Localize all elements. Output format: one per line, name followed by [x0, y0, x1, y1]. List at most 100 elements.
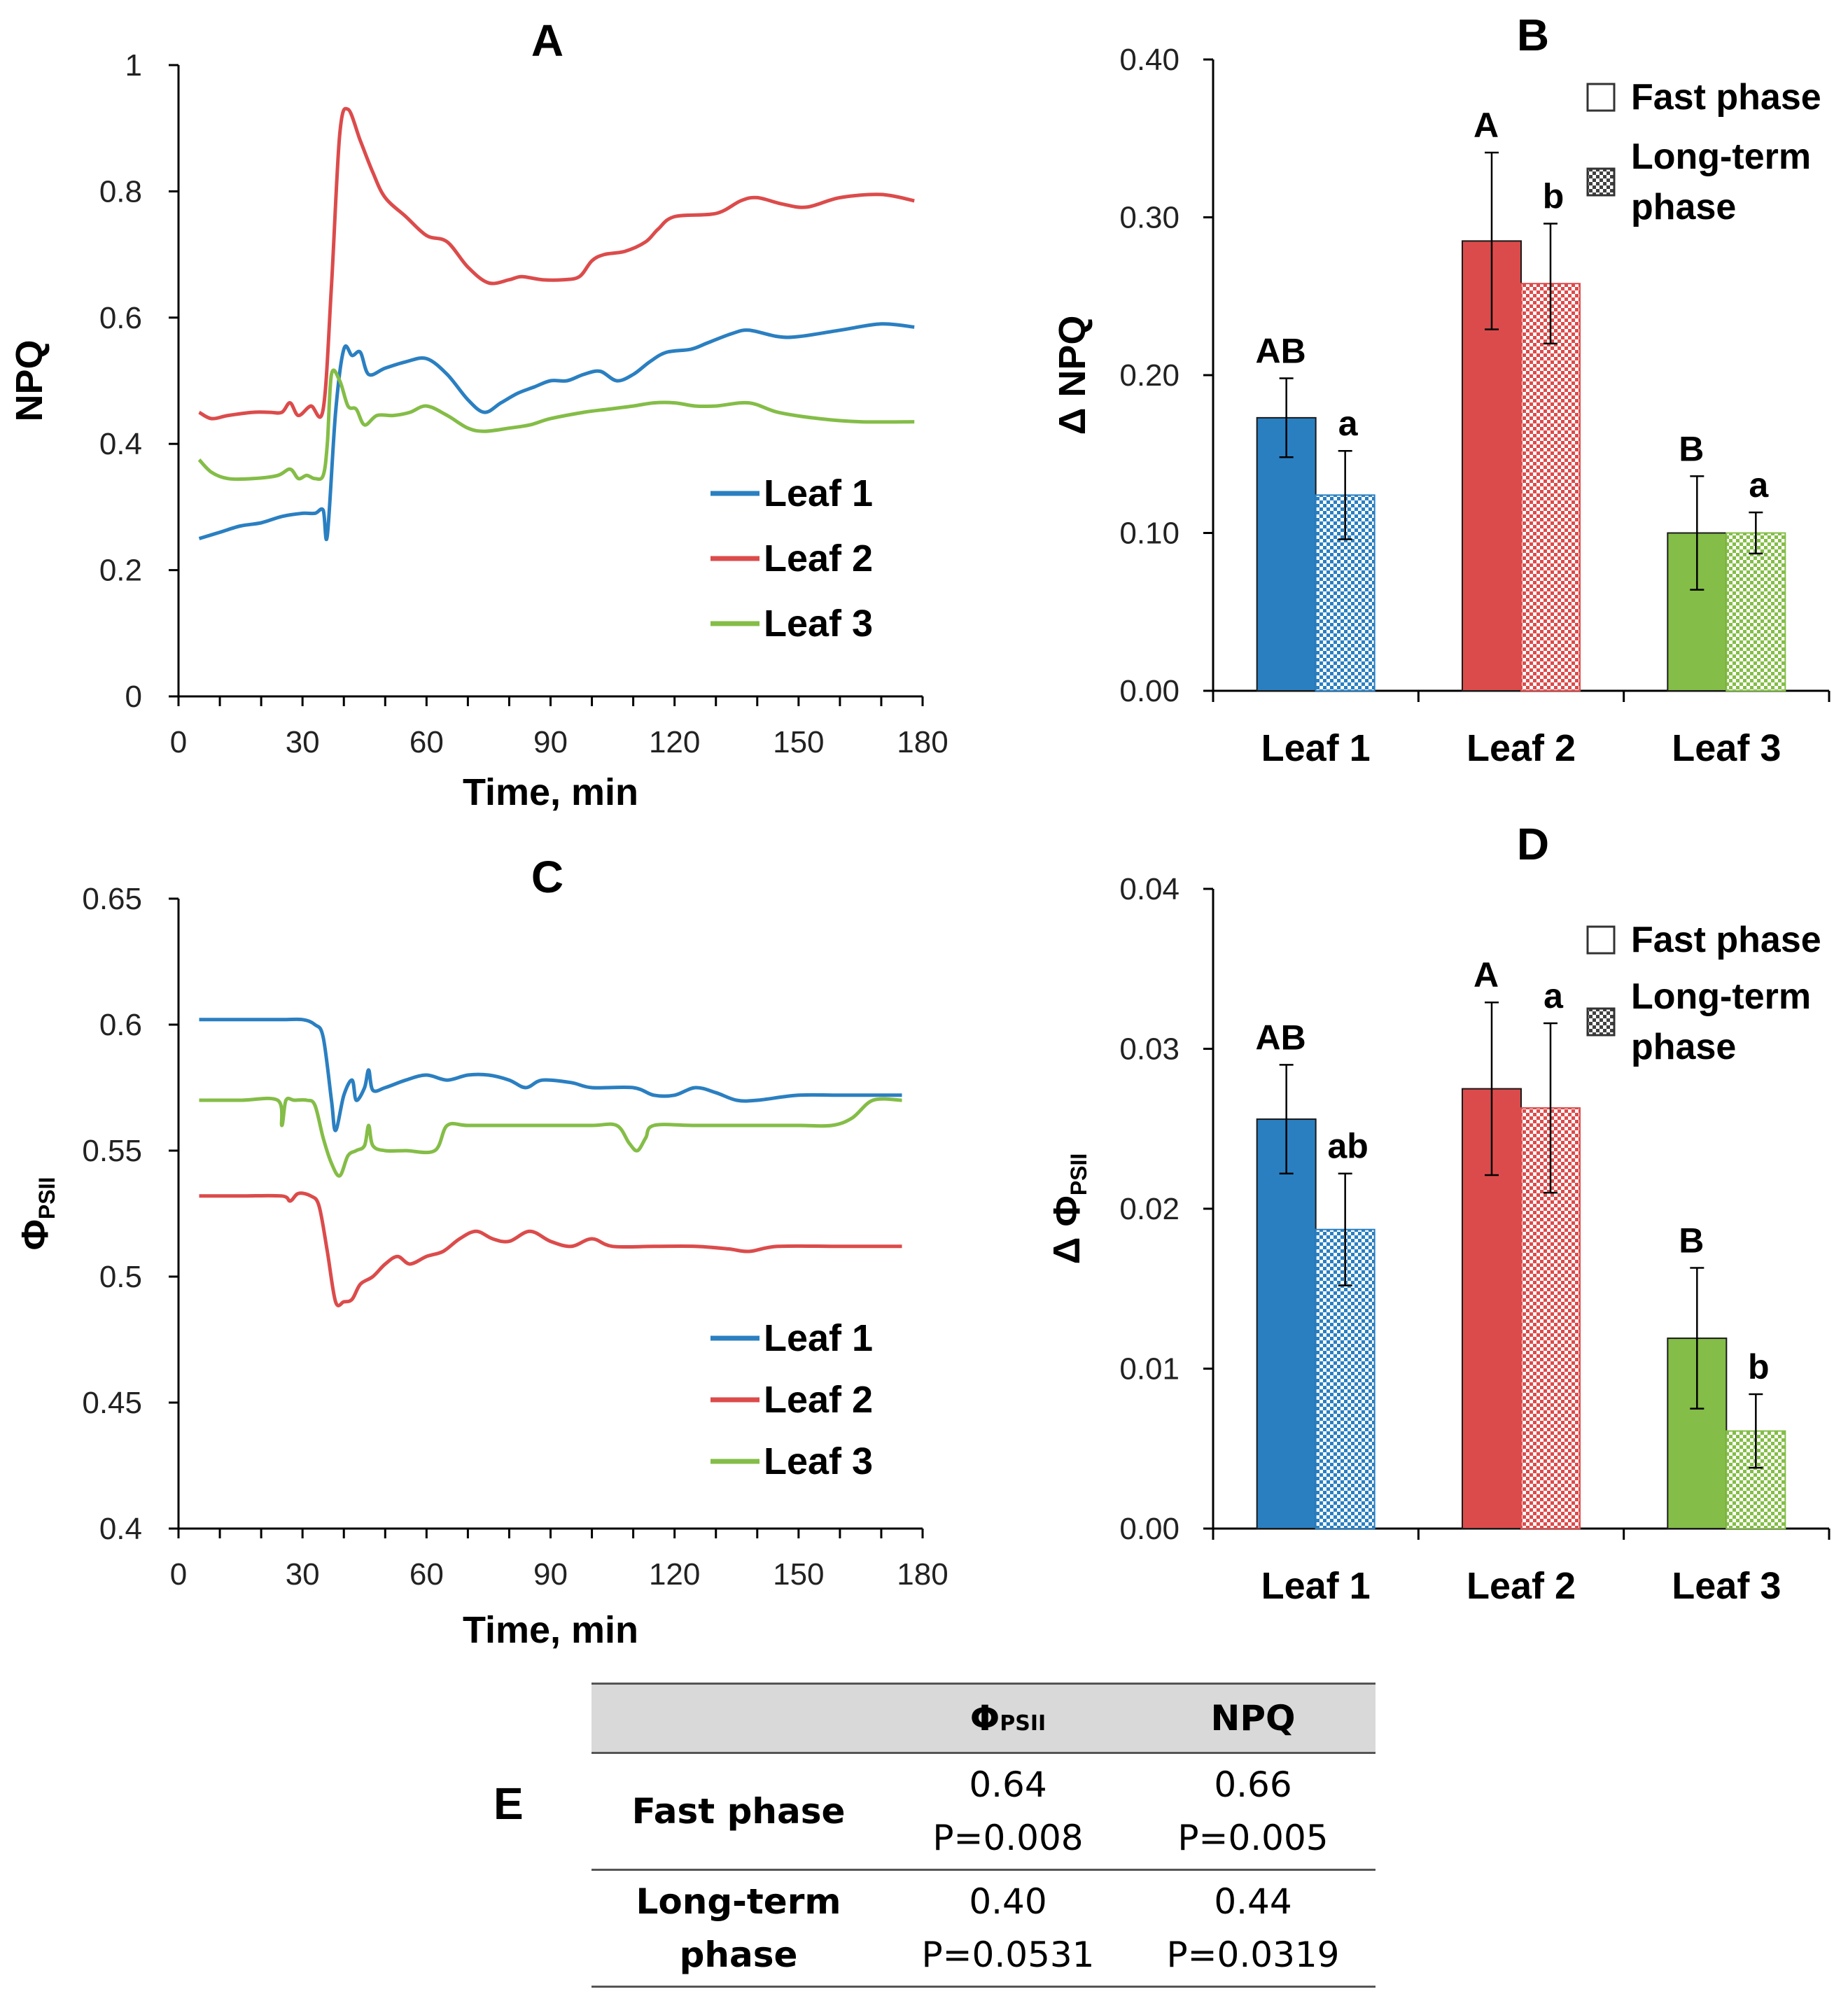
y-tick-label: 0.65 — [82, 882, 142, 916]
panel-b-delta-npq-bar-chart: B 0.00 0.10 0.20 0.30 0.40 Leaf 1 AB a Leaf 2 Ab Le… — [1051, 10, 1830, 769]
significance-letter: a — [1338, 404, 1359, 443]
legend-label-fast-phase: Fast phase — [1631, 920, 1821, 960]
col-psii-subscript: PSII — [1000, 1711, 1046, 1736]
y-tick-label: 0.02 — [1119, 1192, 1180, 1226]
bar-fast-phase-leaf-1 — [1256, 1118, 1317, 1530]
x-tick-label: 0 — [170, 1557, 187, 1592]
x-category-label: Leaf 3 — [1672, 727, 1781, 769]
x-tick-label: 90 — [533, 1557, 568, 1592]
x-tick-label: 120 — [649, 1557, 700, 1592]
col-header-npq: NPQ — [1130, 1683, 1376, 1754]
legend-swatch-long-term-phase — [1586, 167, 1616, 197]
chart-title: A — [531, 15, 564, 66]
y-tick-label: 0.03 — [1119, 1032, 1180, 1067]
bar-long-term-phase-leaf-3 — [1726, 1430, 1786, 1529]
y-tick-label: 0.30 — [1119, 201, 1180, 235]
y-tick-label: 0.10 — [1119, 517, 1180, 551]
y-tick-label: 0.5 — [99, 1260, 142, 1294]
y-tick-label: 1 — [125, 48, 142, 83]
panel-e-label: E — [493, 1778, 524, 1829]
bar-long-term-phase-leaf-3 — [1726, 532, 1786, 691]
cell-r-value: 0.66 — [1214, 1764, 1292, 1805]
y-axis-label: NPQ — [8, 339, 50, 421]
y-tick-label: 0.00 — [1119, 1512, 1180, 1546]
chart-title: B — [1517, 10, 1549, 60]
cell-long-psii: 0.40 P=0.0531 — [886, 1869, 1130, 1988]
legend-swatch-long-term-phase — [1586, 1007, 1616, 1037]
x-category-label: Leaf 2 — [1466, 727, 1576, 769]
significance-letter: A — [1474, 955, 1499, 995]
y-axis-label: Δ ΦPSII — [1046, 1153, 1091, 1265]
x-tick-label: 120 — [649, 725, 700, 759]
y-axis-label-subscript: PSII — [34, 1177, 59, 1219]
x-tick-label: 150 — [773, 1557, 824, 1592]
legend-label-leaf-3: Leaf 3 — [764, 1440, 873, 1482]
significance-letter: A — [1474, 106, 1499, 145]
col-header-psii: ΦPSII — [886, 1683, 1130, 1754]
row-header-line: Long-term — [636, 1881, 841, 1922]
legend-label-long-term-phase: phase — [1631, 1027, 1736, 1067]
y-tick-label: 0.6 — [99, 1008, 142, 1042]
y-tick-label: 0.00 — [1119, 674, 1180, 708]
legend-label-long-term-phase: Long-term — [1631, 136, 1811, 177]
y-axis-label-main: Δ Φ — [1046, 1195, 1088, 1264]
significance-letter: b — [1748, 1347, 1770, 1386]
significance-letter: a — [1544, 976, 1564, 1016]
panel-a-npq-line-chart: A 0 0.2 0.4 0.6 0.8 1 0 30 60 90 120 150 180 Time, min… — [8, 15, 948, 813]
panel-e-correlation-table: ΦPSII NPQ Fast phase 0.64 P=0.008 0.66 P=0… — [592, 1683, 1376, 1988]
y-tick-label: 0.55 — [82, 1134, 142, 1168]
y-tick-label: 0.40 — [1119, 43, 1180, 77]
cell-r-value: 0.40 — [969, 1881, 1047, 1922]
cell-p-value: P=0.008 — [932, 1818, 1084, 1858]
row-header-long-term-phase: Long-term phase — [592, 1869, 886, 1988]
cell-r-value: 0.44 — [1214, 1881, 1292, 1922]
cell-p-value: P=0.0531 — [921, 1935, 1095, 1975]
table-row: Long-term phase 0.40 P=0.0531 0.44 P=0.0319 — [592, 1869, 1376, 1988]
chart-title: C — [531, 852, 564, 902]
legend-label-long-term-phase: Long-term — [1631, 976, 1811, 1017]
y-axis-label-main: NPQ — [8, 339, 50, 421]
y-axis-label-main: Δ NPQ — [1051, 316, 1093, 435]
col-psii-symbol: Φ — [969, 1698, 1000, 1739]
series-line-leaf-2 — [199, 1191, 902, 1307]
series-line-leaf-1 — [198, 322, 915, 542]
bar-long-term-phase-leaf-2 — [1520, 283, 1581, 691]
x-tick-label: 60 — [410, 1557, 444, 1592]
series-line-leaf-3 — [199, 1096, 902, 1178]
y-tick-label: 0.8 — [99, 174, 142, 209]
x-tick-label: 180 — [897, 1557, 948, 1592]
legend-swatch-fast-phase — [1586, 83, 1616, 112]
x-axis-label: Time, min — [463, 771, 638, 813]
y-tick-label: 0.45 — [82, 1386, 142, 1420]
table-row: Fast phase 0.64 P=0.008 0.66 P=0.005 — [592, 1753, 1376, 1871]
cell-fast-npq: 0.66 P=0.005 — [1130, 1753, 1376, 1871]
y-axis-label-main: Φ — [14, 1219, 56, 1250]
legend-label-leaf-1: Leaf 1 — [764, 472, 873, 514]
y-tick-label: 0 — [125, 680, 142, 714]
panel-c-psii-line-chart: C 0.4 0.45 0.5 0.55 0.6 0.65 0 30 60 90 120 150 180 Ti… — [14, 852, 948, 1651]
significance-letter: a — [1749, 465, 1769, 505]
table-header-row: ΦPSII NPQ — [592, 1683, 1376, 1754]
significance-letter: AB — [1256, 1018, 1306, 1057]
row-header-fast-phase: Fast phase — [592, 1753, 886, 1871]
figure-canvas: A 0 0.2 0.4 0.6 0.8 1 0 30 60 90 120 150 180 Time, min… — [8, 10, 1830, 1651]
x-category-label: Leaf 2 — [1466, 1565, 1576, 1607]
y-axis-label: ΦPSII — [14, 1177, 59, 1251]
x-tick-label: 30 — [286, 725, 320, 759]
row-header-line: phase — [679, 1935, 798, 1975]
cell-p-value: P=0.005 — [1177, 1818, 1329, 1858]
bar-fast-phase-leaf-1 — [1256, 416, 1317, 691]
x-axis-label: Time, min — [463, 1609, 638, 1651]
y-tick-label: 0.4 — [99, 427, 142, 461]
x-category-label: Leaf 1 — [1261, 1565, 1371, 1607]
legend-label-leaf-2: Leaf 2 — [764, 1379, 873, 1421]
y-tick-label: 0.20 — [1119, 358, 1180, 393]
correlation-table: ΦPSII NPQ Fast phase 0.64 P=0.008 0.66 P=0… — [592, 1683, 1376, 1988]
x-tick-label: 90 — [533, 725, 568, 759]
y-tick-label: 0.01 — [1119, 1352, 1180, 1386]
x-tick-label: 60 — [410, 725, 444, 759]
table-corner-cell — [592, 1683, 886, 1754]
x-category-label: Leaf 3 — [1672, 1565, 1781, 1607]
y-tick-label: 0.4 — [99, 1512, 142, 1546]
chart-title: D — [1517, 819, 1549, 869]
